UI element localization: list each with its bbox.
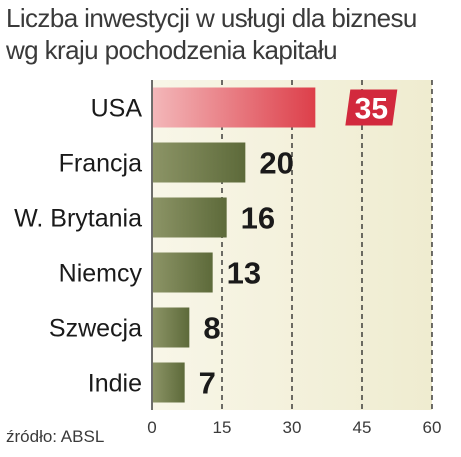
x-tick-label-30: 30 [283, 418, 302, 437]
category-label: W. Brytania [14, 205, 142, 233]
bar [153, 307, 190, 348]
category-label: USA [91, 95, 143, 123]
bar [153, 362, 185, 403]
bar [153, 197, 227, 238]
category-label: Indie [88, 370, 142, 398]
source-note: źródło: ABSL [6, 427, 105, 446]
x-tick-label-0: 0 [147, 418, 156, 437]
data-label: 7 [199, 366, 216, 401]
data-label: 35 [355, 93, 388, 126]
data-label: 20 [259, 146, 293, 181]
x-tick-label-45: 45 [353, 418, 372, 437]
category-label: Francja [59, 150, 142, 178]
x-tick-label-15: 15 [213, 418, 232, 437]
bar [153, 252, 213, 293]
data-label: 8 [203, 311, 220, 346]
data-label: 16 [241, 201, 275, 236]
category-label: Niemcy [59, 260, 143, 288]
x-tick-label-60: 60 [423, 418, 442, 437]
chart-title-line-1: Liczba inwestycji w usługi dla biznesu [6, 3, 417, 33]
bar [153, 142, 246, 183]
chart-title: Liczba inwestycji w usługi dla biznesu w… [6, 2, 456, 66]
chart-title-line-2: wg kraju pochodzenia kapitału [6, 35, 338, 65]
category-label: Szwecja [49, 315, 142, 343]
value-label-badge [345, 89, 398, 126]
bar [153, 87, 316, 128]
data-label: 13 [227, 256, 261, 291]
